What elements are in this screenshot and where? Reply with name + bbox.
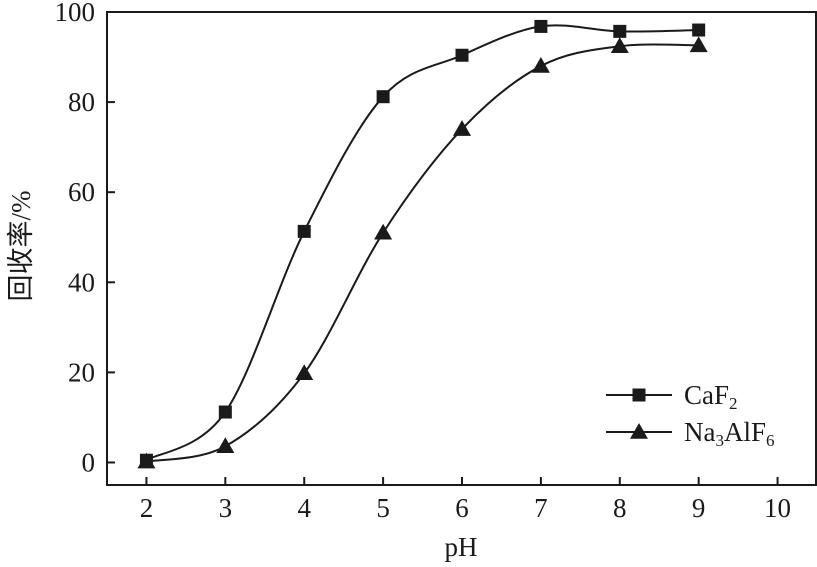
series-triangle: [137, 36, 708, 469]
triangle-marker: [295, 364, 314, 381]
x-tick-label: 4: [297, 493, 311, 523]
square-marker: [692, 23, 706, 37]
y-tick-label: 0: [82, 447, 96, 477]
legend-triangle-marker: [630, 423, 648, 439]
square-marker: [534, 19, 548, 33]
x-tick-label: 10: [764, 493, 791, 523]
legend-square-marker: [632, 388, 646, 402]
y-axis-label: 回收率/%: [6, 191, 36, 302]
series-line: [146, 43, 699, 463]
square-marker: [218, 405, 232, 419]
x-tick-label: 8: [613, 493, 627, 523]
triangle-marker: [216, 437, 235, 454]
x-tick-label: 3: [219, 493, 233, 523]
square-marker: [613, 24, 627, 38]
triangle-marker: [453, 120, 471, 136]
series-square: [139, 19, 706, 467]
y-tick-label: 100: [55, 0, 96, 27]
x-axis-label: pH: [445, 532, 478, 562]
series-layer: [137, 19, 708, 469]
triangle-marker: [689, 36, 708, 53]
square-marker: [376, 90, 390, 104]
triangle-marker: [137, 452, 156, 469]
triangle-marker: [531, 57, 550, 73]
x-tick-label: 5: [376, 493, 390, 523]
legend-label: Na3AlF6: [684, 417, 775, 450]
x-tick-label: 6: [455, 493, 469, 523]
legend-label: CaF2: [684, 380, 738, 413]
x-tick-label: 7: [534, 493, 548, 523]
y-tick-label: 80: [68, 87, 95, 117]
x-tick-label: 2: [140, 493, 154, 523]
triangle-marker: [610, 37, 629, 53]
triangle-marker: [374, 223, 393, 240]
legend: CaF2 Na3AlF6: [606, 380, 775, 450]
y-tick-label: 20: [68, 357, 95, 387]
plot-frame: [106, 11, 817, 486]
y-tick-label: 40: [68, 267, 95, 297]
y-tick-label: 60: [68, 177, 95, 207]
square-marker: [297, 224, 311, 238]
x-tick-label: 9: [692, 493, 706, 523]
square-marker: [455, 48, 469, 62]
